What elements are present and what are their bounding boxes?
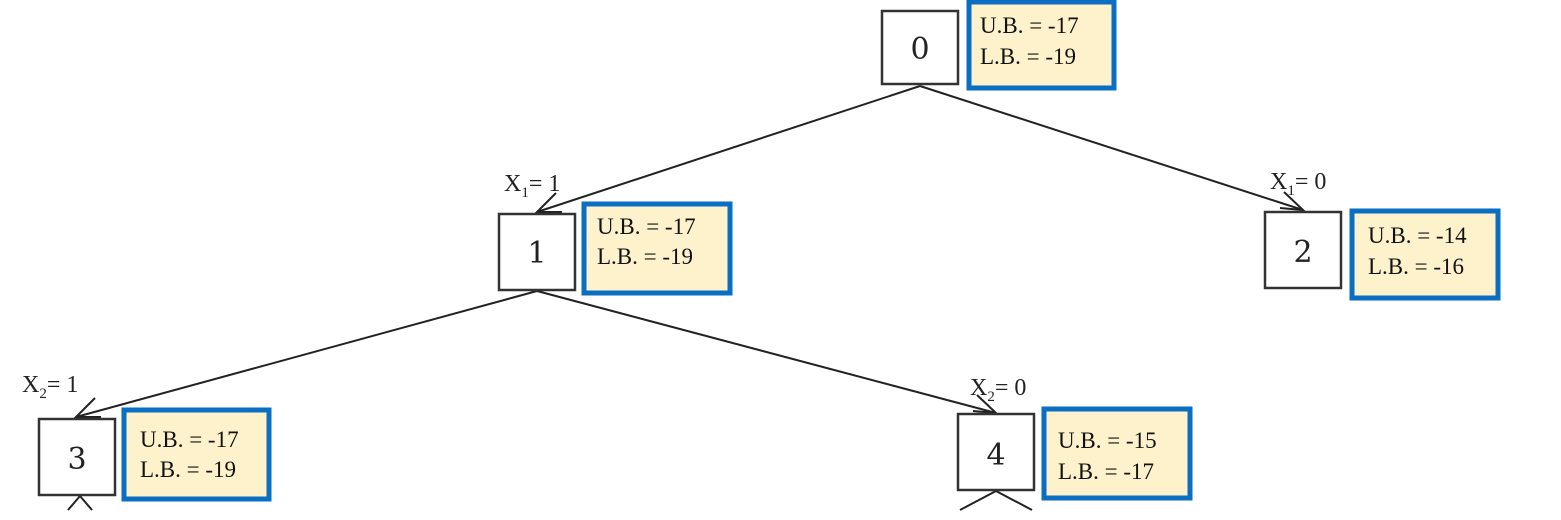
edges-layer (67, 85, 1306, 511)
tree-node-0: 0 U.B. = -17 L.B. = -19 (880, 0, 1117, 91)
tree-node-4: 4 U.B. = -15 L.B. = -17 (956, 406, 1193, 501)
node-box-2 (1263, 210, 1343, 290)
bounds-box-3 (121, 407, 272, 502)
node-label-3: 3 (67, 442, 86, 477)
bounds-box-0 (966, 0, 1117, 91)
node-box-4 (956, 412, 1036, 492)
lower-bound-3: L.B. = -19 (140, 457, 236, 482)
bounds-box-2 (1349, 208, 1501, 301)
arrowhead-edge-1-3 (73, 397, 101, 418)
branch-label-1-3: X2= 1 (22, 372, 78, 402)
node-box-0 (880, 9, 960, 86)
tree-node-3: 3 U.B. = -17 L.B. = -19 (37, 407, 272, 502)
upper-bound-1: U.B. = -17 (597, 214, 696, 239)
edge-1-4 (536, 290, 997, 414)
lower-bound-2: L.B. = -16 (1368, 254, 1464, 279)
lower-bound-0: L.B. = -19 (980, 44, 1076, 69)
node-label-1: 1 (527, 236, 546, 271)
upper-bound-2: U.B. = -14 (1368, 223, 1467, 248)
node-box-1 (497, 212, 577, 292)
node-box-3 (37, 417, 117, 497)
branch-labels-layer: X1= 1 X1= 0 X2= 1 X2= 0 (22, 169, 1326, 405)
branch-label-0-1: X1= 1 (504, 171, 560, 201)
continuation-arrow-node-3 (67, 494, 93, 511)
bounds-box-4 (1041, 406, 1193, 501)
tree-node-1: 1 U.B. = -17 L.B. = -19 (497, 201, 733, 296)
edge-1-3 (75, 290, 538, 418)
tree-node-2: 2 U.B. = -14 L.B. = -16 (1263, 208, 1501, 301)
node-label-2: 2 (1293, 235, 1312, 270)
branch-label-1-4: X2= 0 (970, 375, 1026, 405)
upper-bound-0: U.B. = -17 (980, 13, 1079, 38)
upper-bound-3: U.B. = -17 (140, 427, 239, 452)
lower-bound-4: L.B. = -17 (1058, 459, 1154, 484)
arrowhead-edge-0-2 (1279, 191, 1306, 212)
node-label-4: 4 (986, 438, 1005, 473)
lower-bound-1: L.B. = -19 (597, 244, 693, 269)
upper-bound-4: U.B. = -15 (1058, 428, 1157, 453)
edge-0-1 (536, 85, 921, 213)
bounds-box-1 (581, 201, 733, 296)
edge-0-2 (919, 85, 1304, 211)
arrowhead-edge-0-1 (534, 192, 562, 213)
branch-label-0-2: X1= 0 (1270, 169, 1326, 199)
node-label-0: 0 (910, 32, 929, 67)
continuation-arrow-node-4 (959, 489, 1033, 511)
